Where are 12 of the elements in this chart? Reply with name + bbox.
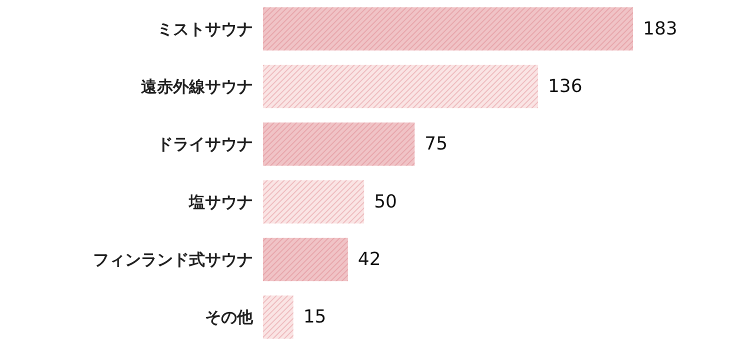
y-tick-label: 塩サウナ bbox=[188, 192, 253, 212]
data-label: 50 bbox=[374, 191, 397, 212]
data-label: 136 bbox=[548, 76, 582, 97]
y-tick-label: フィンランド式サウナ bbox=[93, 250, 253, 269]
y-tick-label: ドライサウナ bbox=[157, 134, 253, 154]
data-label: 183 bbox=[643, 18, 678, 40]
data-label: 42 bbox=[358, 249, 381, 270]
y-tick-label: 遠赤外線サウナ bbox=[140, 77, 253, 96]
data-label: 15 bbox=[303, 306, 326, 328]
data-label: 75 bbox=[424, 134, 448, 155]
y-tick-label: ミストサウナ bbox=[157, 19, 253, 38]
y-tick-label: その他 bbox=[205, 308, 254, 327]
